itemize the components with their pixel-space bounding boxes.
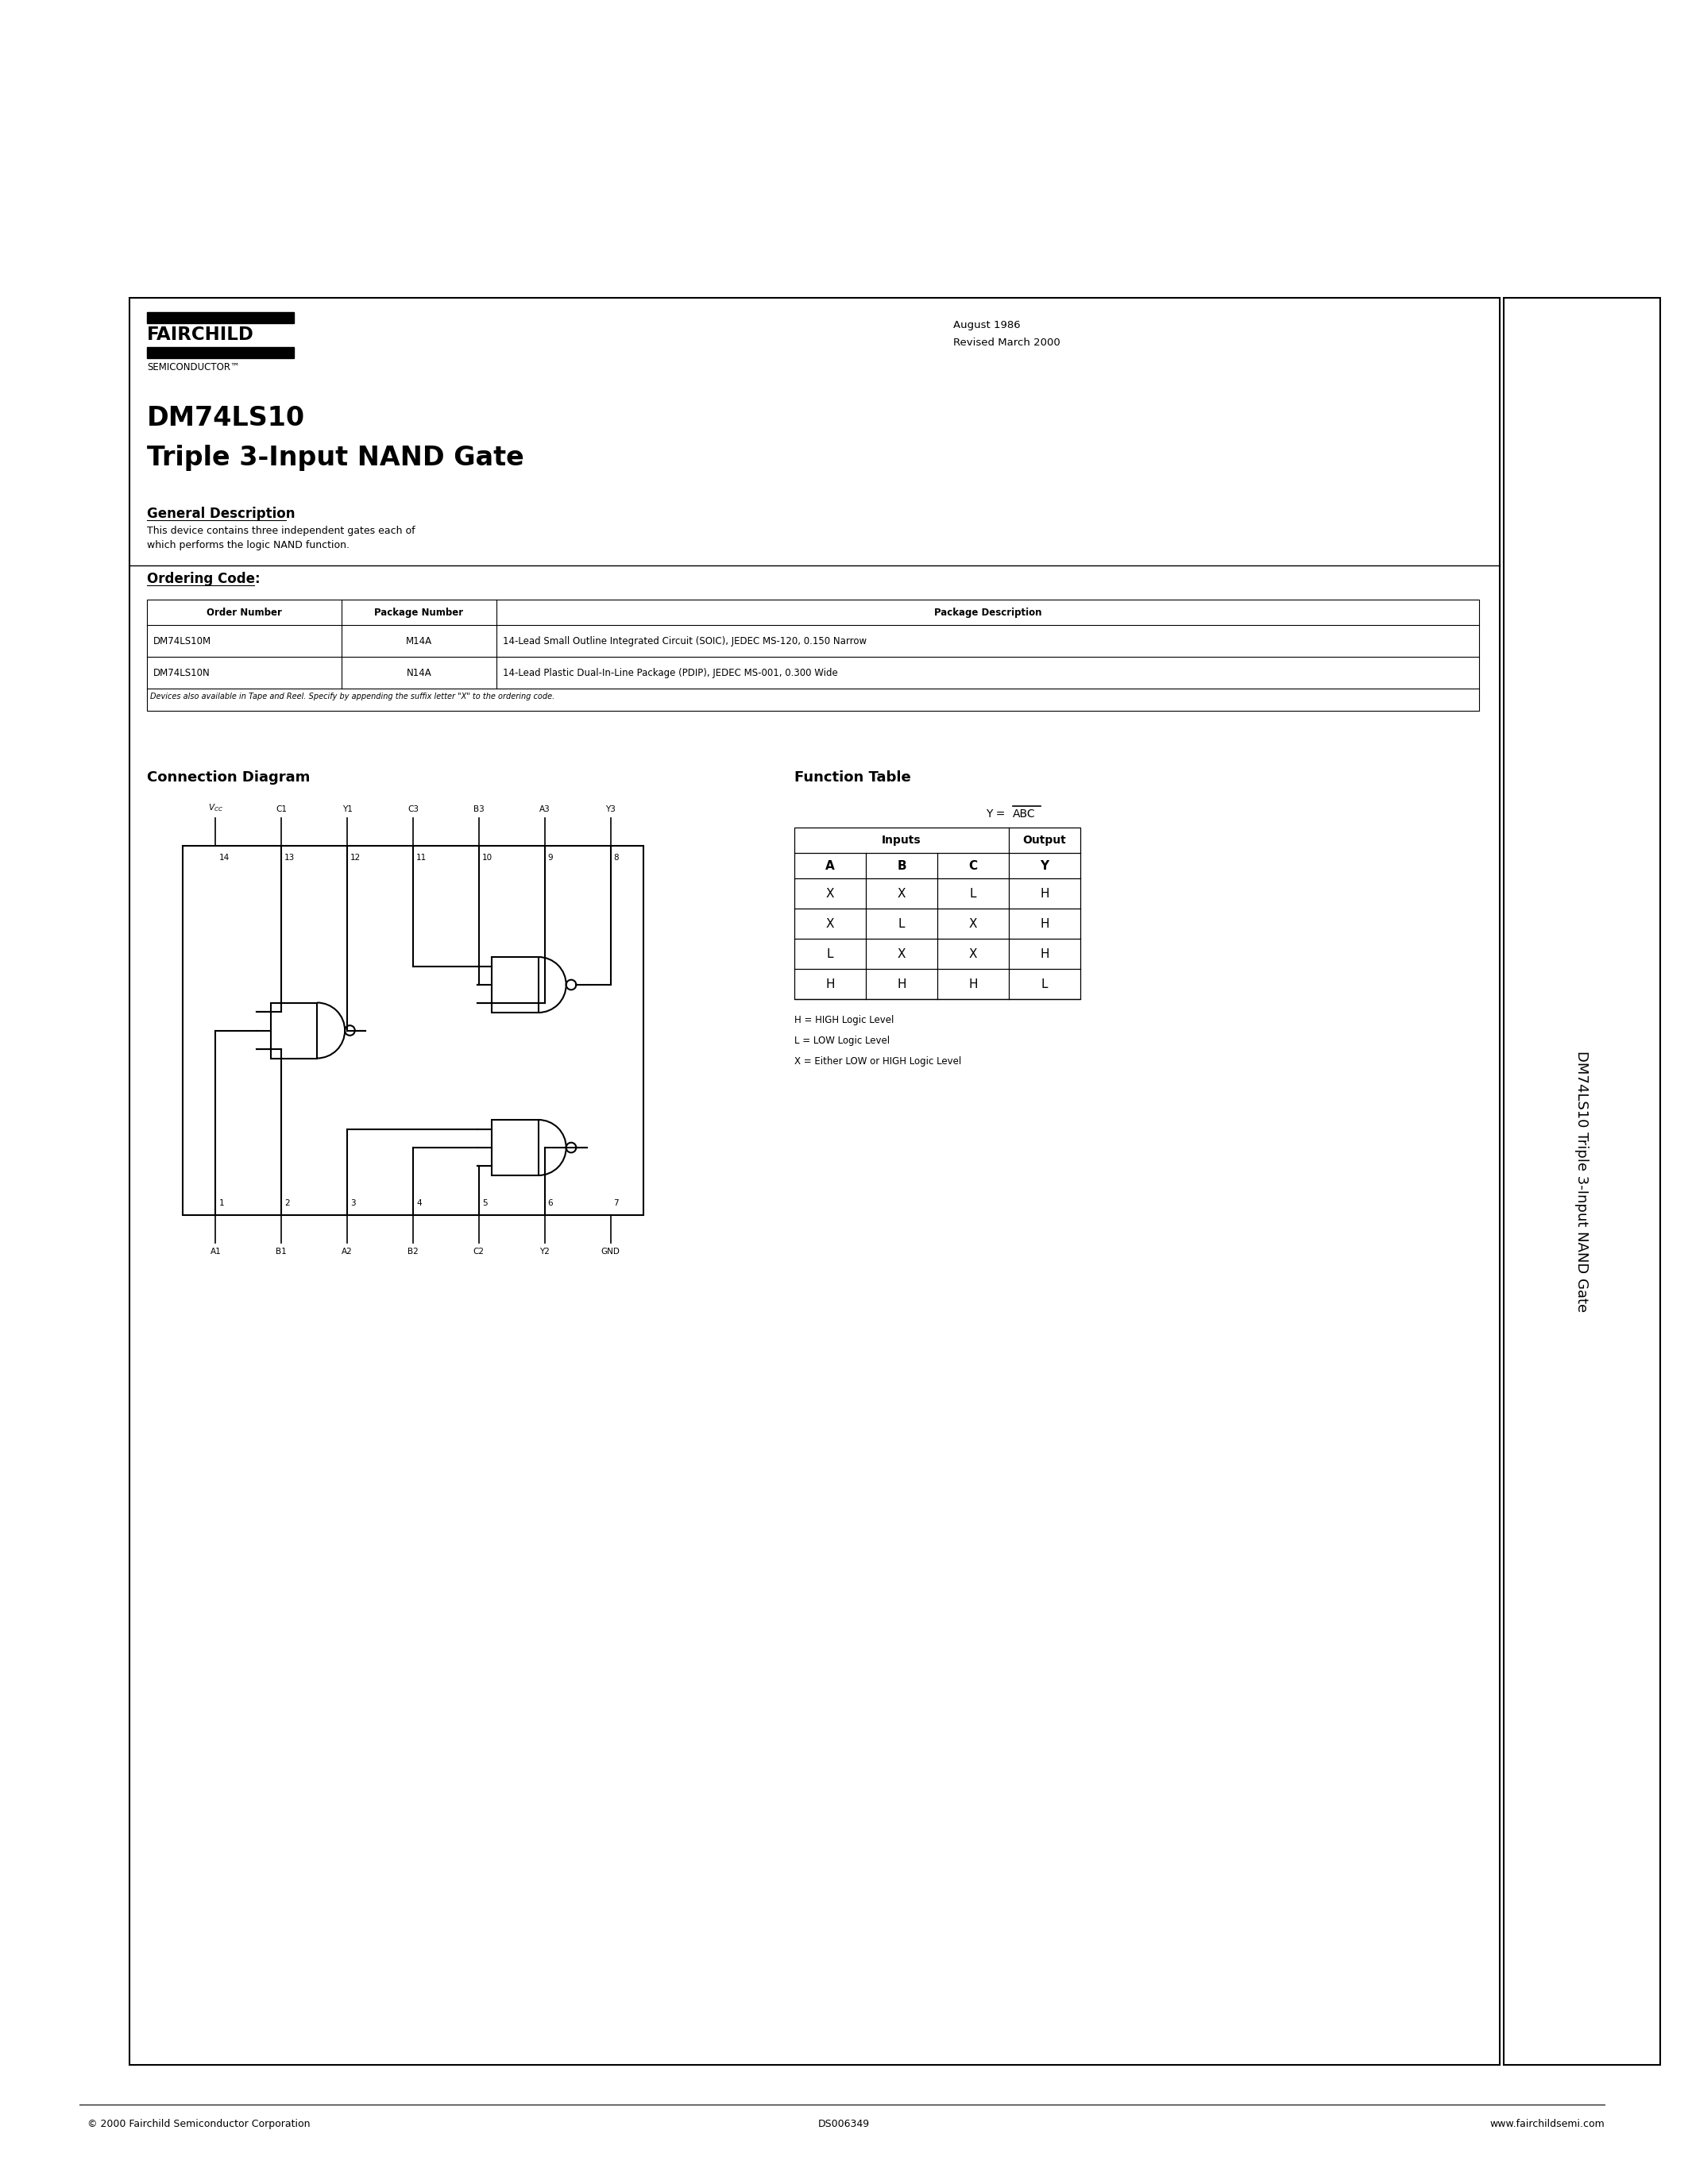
Text: 9: 9 [549, 854, 554, 863]
Bar [491, 957, 538, 1013]
Text: X: X [898, 948, 906, 959]
Text: August 1986: August 1986 [954, 321, 1021, 330]
Text: 1: 1 [219, 1199, 225, 1208]
Text: L: L [898, 917, 905, 930]
Text: X = Either LOW or HIGH Logic Level: X = Either LOW or HIGH Logic Level [795, 1057, 962, 1066]
Text: DM74LS10N: DM74LS10N [154, 668, 211, 677]
Text: Package Number: Package Number [375, 607, 464, 618]
Text: 14-Lead Small Outline Integrated Circuit (SOIC), JEDEC MS-120, 0.150 Narrow: 14-Lead Small Outline Integrated Circuit… [503, 636, 866, 646]
Text: H: H [896, 978, 906, 989]
Text: This device contains three independent gates each of: This device contains three independent g… [147, 526, 415, 535]
Text: H: H [1040, 887, 1050, 900]
Text: FAIRCHILD: FAIRCHILD [147, 325, 255, 343]
Text: L: L [1041, 978, 1048, 989]
Text: A: A [825, 860, 836, 871]
Text: Revised March 2000: Revised March 2000 [954, 339, 1060, 347]
Bar [795, 828, 1080, 998]
Bar [147, 347, 294, 358]
Text: 13: 13 [285, 854, 295, 863]
Text: 10: 10 [483, 854, 493, 863]
Text: 7: 7 [614, 1199, 619, 1208]
Text: General Description: General Description [147, 507, 295, 522]
Text: © 2000 Fairchild Semiconductor Corporation: © 2000 Fairchild Semiconductor Corporati… [88, 2118, 311, 2129]
Bar [130, 297, 1499, 2064]
Text: DM74LS10M: DM74LS10M [154, 636, 211, 646]
Text: www.fairchildsemi.com: www.fairchildsemi.com [1489, 2118, 1605, 2129]
Text: $V_{CC}$: $V_{CC}$ [208, 802, 223, 812]
Text: M14A: M14A [405, 636, 432, 646]
Text: ABC: ABC [1013, 808, 1035, 819]
Text: X: X [969, 948, 977, 959]
Text: Output: Output [1023, 834, 1067, 845]
Text: N14A: N14A [407, 668, 432, 677]
Text: 4: 4 [417, 1199, 422, 1208]
Text: A1: A1 [209, 1247, 221, 1256]
Text: DM74LS10: DM74LS10 [147, 404, 306, 430]
Text: Ordering Code:: Ordering Code: [147, 572, 260, 585]
Text: B: B [896, 860, 906, 871]
Text: Function Table: Function Table [795, 771, 912, 784]
Text: which performs the logic NAND function.: which performs the logic NAND function. [147, 539, 349, 550]
Text: 2: 2 [285, 1199, 290, 1208]
Text: 5: 5 [483, 1199, 488, 1208]
Text: Y3: Y3 [606, 806, 616, 812]
Text: 11: 11 [417, 854, 427, 863]
Bar [491, 1120, 538, 1175]
Text: L: L [969, 887, 976, 900]
Text: DS006349: DS006349 [817, 2118, 869, 2129]
Text: H = HIGH Logic Level: H = HIGH Logic Level [795, 1016, 895, 1024]
Text: 12: 12 [351, 854, 361, 863]
Text: B3: B3 [473, 806, 484, 812]
Text: X: X [825, 917, 834, 930]
Text: Y: Y [1040, 860, 1048, 871]
Text: Y1: Y1 [343, 806, 353, 812]
Text: 14-Lead Plastic Dual-In-Line Package (PDIP), JEDEC MS-001, 0.300 Wide: 14-Lead Plastic Dual-In-Line Package (PD… [503, 668, 837, 677]
Text: H: H [969, 978, 977, 989]
Bar [147, 312, 294, 323]
Bar [270, 1002, 317, 1059]
Text: C3: C3 [407, 806, 419, 812]
Text: X: X [898, 887, 906, 900]
Text: SEMICONDUCTOR™: SEMICONDUCTOR™ [147, 363, 240, 373]
Text: H: H [825, 978, 834, 989]
Text: 6: 6 [549, 1199, 554, 1208]
Text: A2: A2 [341, 1247, 353, 1256]
Bar [147, 601, 1479, 710]
Text: A3: A3 [538, 806, 550, 812]
Text: L = LOW Logic Level: L = LOW Logic Level [795, 1035, 890, 1046]
Text: Triple 3-Input NAND Gate: Triple 3-Input NAND Gate [147, 446, 523, 472]
Text: H: H [1040, 917, 1050, 930]
Text: Inputs: Inputs [881, 834, 922, 845]
Text: Devices also available in Tape and Reel. Specify by appending the suffix letter : Devices also available in Tape and Reel.… [150, 692, 555, 701]
Text: Y =: Y = [986, 808, 1009, 819]
Text: H: H [1040, 948, 1050, 959]
Bar [182, 845, 643, 1214]
Text: X: X [969, 917, 977, 930]
Text: DM74LS10 Triple 3-Input NAND Gate: DM74LS10 Triple 3-Input NAND Gate [1575, 1051, 1588, 1313]
Text: Order Number: Order Number [206, 607, 282, 618]
Text: C2: C2 [473, 1247, 484, 1256]
Bar [1504, 297, 1661, 2064]
Text: L: L [827, 948, 834, 959]
Text: Y2: Y2 [540, 1247, 550, 1256]
Text: X: X [825, 887, 834, 900]
Text: GND: GND [601, 1247, 619, 1256]
Text: B1: B1 [275, 1247, 287, 1256]
Text: C1: C1 [275, 806, 287, 812]
Text: 3: 3 [351, 1199, 356, 1208]
Text: 8: 8 [614, 854, 619, 863]
Text: 14: 14 [219, 854, 230, 863]
Text: B2: B2 [407, 1247, 419, 1256]
Text: Connection Diagram: Connection Diagram [147, 771, 311, 784]
Text: Package Description: Package Description [933, 607, 1041, 618]
Text: C: C [969, 860, 977, 871]
